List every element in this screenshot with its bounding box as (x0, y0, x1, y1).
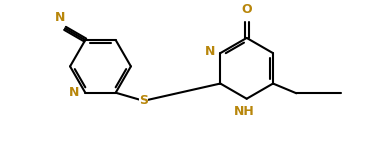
Text: NH: NH (234, 105, 255, 118)
Text: N: N (69, 86, 80, 99)
Text: S: S (139, 94, 148, 107)
Text: N: N (205, 45, 216, 58)
Text: N: N (55, 11, 65, 24)
Text: O: O (241, 4, 252, 16)
